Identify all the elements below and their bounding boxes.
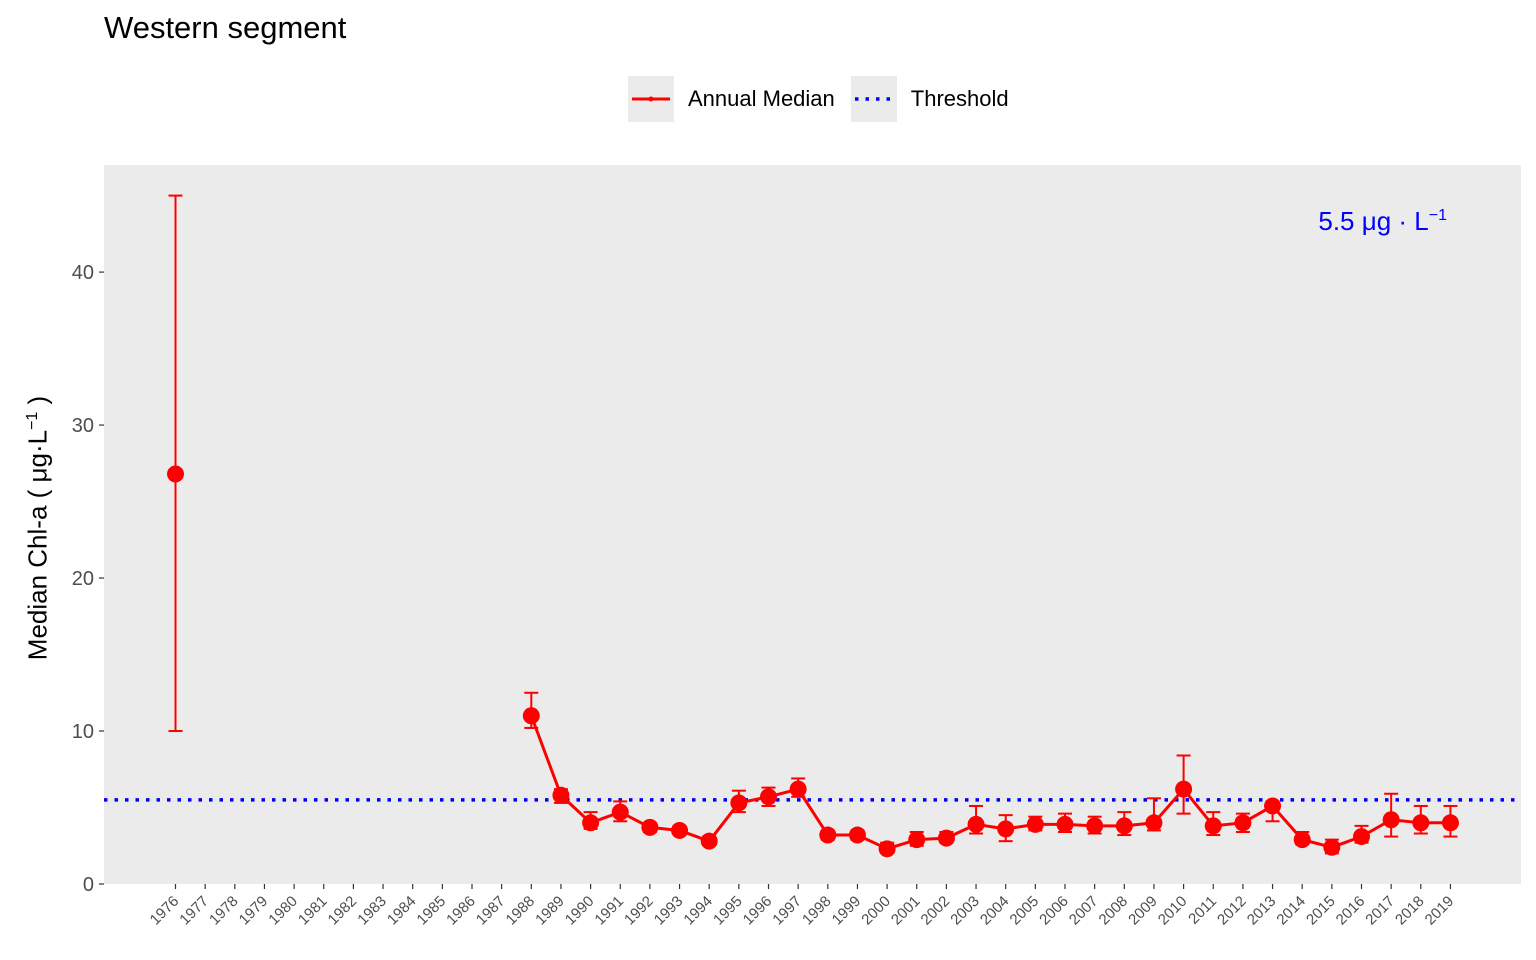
x-tick-label: 1995 [710,893,746,929]
x-tick-label: 1988 [503,893,539,929]
x-tick-label: 1978 [206,893,242,929]
median-point [730,794,748,812]
y-tick-label: 0 [83,874,94,896]
median-point [1323,838,1341,856]
x-tick-label: 1996 [740,893,776,929]
median-point [1115,817,1133,835]
median-point [611,803,629,821]
median-point [967,815,985,833]
x-tick-label: 1991 [591,893,627,929]
x-tick-label: 1993 [651,893,687,929]
median-point [1412,814,1430,832]
x-tick-label: 2012 [1214,893,1250,929]
x-tick-label: 1984 [384,893,420,929]
x-tick-label: 1994 [680,893,716,929]
legend-label-threshold: Threshold [910,86,1009,111]
median-point [1086,817,1104,835]
median-point [167,465,184,483]
median-point [937,829,955,847]
x-tick-label: 2006 [1036,893,1072,929]
median-point [1026,815,1044,833]
x-tick-label: 2008 [1096,893,1132,929]
median-point [1175,780,1193,798]
x-tick-label: 1987 [473,893,509,929]
median-point [582,814,600,832]
legend-item-threshold: Threshold [850,76,1009,122]
median-points [167,465,1459,858]
x-tick-label: 2003 [947,893,983,929]
x-tick-label: 2005 [1007,893,1043,929]
x-tick-label: 2018 [1392,893,1428,929]
median-point [1293,831,1311,849]
x-tick-label: 1998 [799,893,835,929]
x-tick-label: 1986 [443,893,479,929]
x-tick-label: 1989 [532,893,568,929]
threshold-annotation: 5.5 μg · L−1 [1318,206,1447,236]
y-tick-label: 40 [72,262,94,284]
y-tick-label: 30 [72,415,94,437]
median-point [671,821,689,839]
median-point [1204,817,1222,835]
x-tick-label: 2010 [1155,893,1191,929]
x-tick-label: 2007 [1066,893,1102,929]
median-point [1382,811,1400,829]
median-point [1353,828,1370,846]
x-tick-label: 2016 [1333,893,1369,929]
legend-key-line-icon [628,76,674,122]
median-point [848,826,866,844]
x-tick-label: 1983 [354,893,390,929]
y-tick-label: 20 [72,568,94,590]
threshold-annotation-text: 5.5 μg · L [1318,206,1428,236]
x-tick-label: 2013 [1244,893,1280,929]
median-point [1056,815,1074,833]
median-point [760,788,777,806]
x-tick-label: 1982 [325,893,361,929]
x-tick-label: 2002 [918,893,954,929]
x-tick-label: 2004 [977,893,1013,929]
median-point [641,818,659,836]
y-axis: 0 10 20 30 40 [72,262,104,896]
x-tick-label: 2009 [1125,893,1161,929]
median-point [997,820,1015,838]
legend-key-dotted-icon [850,76,897,122]
median-point [552,786,570,804]
median-point [1145,814,1163,832]
x-tick-label: 1999 [829,893,865,929]
median-point [908,831,926,849]
x-tick-label: 1977 [176,893,212,929]
threshold-annotation-exponent: −1 [1429,207,1447,224]
x-tick-label: 2014 [1273,893,1309,929]
median-point [819,826,837,844]
x-tick-label: 1997 [769,893,805,929]
legend-label-annual-median: Annual Median [688,86,835,111]
x-tick-label: 1980 [265,893,301,929]
x-tick-label: 2019 [1422,893,1458,929]
median-point [1441,814,1459,832]
x-tick-label: 1985 [414,893,450,929]
x-tick-label: 1981 [295,893,331,929]
y-tick-label: 10 [72,721,94,743]
x-tick-label: 1990 [562,893,598,929]
median-point [1234,814,1252,832]
legend-item-annual-median: Annual Median [628,76,835,122]
median-point [789,780,807,798]
x-tick-label: 2000 [858,893,894,929]
x-tick-label: 1976 [147,893,183,929]
x-axis: 1976197719781979198019811982198319841985… [147,884,1458,929]
x-tick-label: 1979 [236,893,272,929]
chart-title: Western segment [104,10,347,45]
plot-panel [104,165,1521,884]
legend: Annual Median Threshold [628,76,1025,122]
median-point [700,832,718,850]
x-tick-label: 1992 [621,893,657,929]
x-tick-label: 2015 [1303,893,1339,929]
x-tick-label: 2011 [1185,893,1220,928]
median-point [878,840,896,858]
x-tick-label: 2001 [888,893,924,929]
median-point [1264,797,1282,815]
x-tick-label: 2017 [1362,893,1398,929]
median-point [522,707,540,725]
